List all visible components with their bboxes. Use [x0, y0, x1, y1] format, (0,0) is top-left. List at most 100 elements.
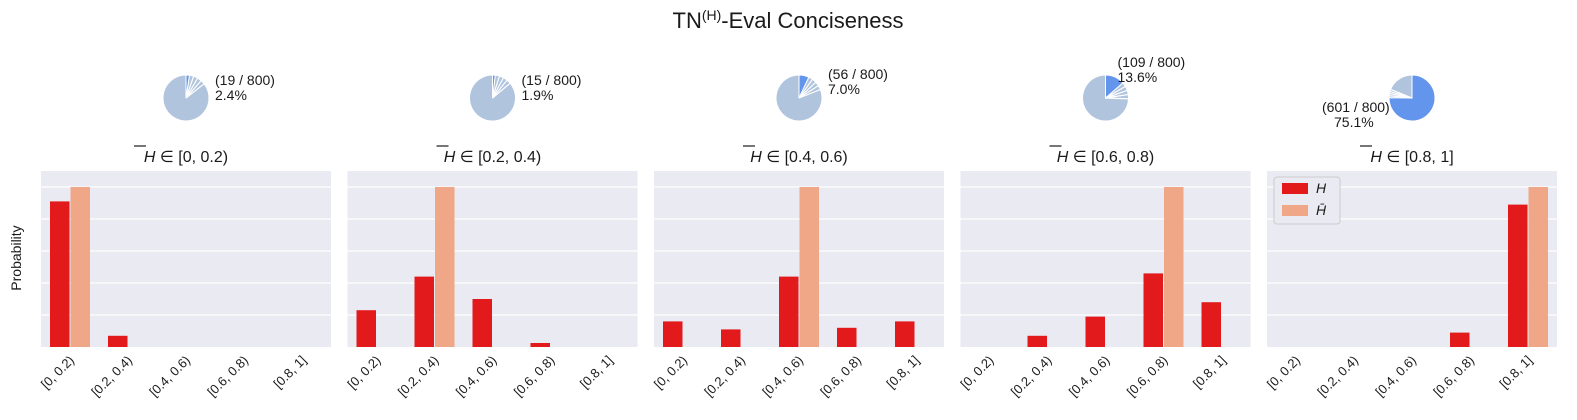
y-axis-label: Probability [8, 225, 24, 290]
pie-separator [1105, 89, 1129, 99]
panel-title-symbol: H [144, 149, 156, 166]
pie-slice-highlight [798, 74, 810, 99]
x-tick-label: [0.6, 0.8) [511, 353, 558, 400]
panel-title-symbol: H [1370, 149, 1382, 166]
bar-h-1 [663, 321, 683, 347]
pie-separator [185, 79, 203, 99]
bar-h-1 [356, 310, 376, 347]
legend-label: H [1316, 180, 1327, 196]
pie-percent-label: 75.1% [1334, 114, 1374, 130]
bar-h-2 [108, 335, 128, 347]
pie-count-label: (109 / 800) [1118, 54, 1186, 70]
figure-title: TN(H)-Eval Conciseness [673, 7, 904, 33]
panel-title-symbol: H [444, 149, 456, 166]
x-tick-label: [0.6, 0.8) [1124, 353, 1171, 400]
legend-label: H̄ [1316, 202, 1327, 218]
pie-slice-rest [1082, 74, 1129, 122]
x-tick-label: [0.2, 0.4) [701, 353, 748, 400]
x-tick-label: [0, 0.2) [957, 353, 996, 392]
pie-separator [798, 84, 820, 99]
x-tick-label: [0.2, 0.4) [1314, 353, 1361, 400]
pie-separator [798, 81, 817, 99]
x-tick-label: [0.2, 0.4) [395, 353, 442, 400]
panels: [0, 0.2) [0.2, 0.4) [0.4, 0.6) [0.6, 0.8) [0… [38, 54, 1557, 399]
pie-slice-highlight [1388, 74, 1436, 122]
panel-title-range: ∈ [0.2, 0.4) [455, 149, 541, 166]
x-tick-label: [0.4, 0.6) [146, 353, 193, 400]
x-tick-label: [0.8, 1] [577, 353, 616, 392]
panel-title-range: ∈ [0.8, 1] [1382, 149, 1454, 166]
panel-title-range: ∈ [0.4, 0.6) [762, 149, 848, 166]
legend-swatch [1282, 183, 1308, 194]
x-tick-label: [0, 0.2) [651, 353, 690, 392]
panel-title-symbol: H [1057, 149, 1069, 166]
bar-h-3 [472, 299, 492, 347]
bar-h-2 [414, 276, 434, 347]
bar-h-5 [1201, 302, 1221, 347]
x-tick-label: [0.4, 0.6) [453, 353, 500, 400]
x-tick-label: [0.4, 0.6) [1066, 353, 1113, 400]
x-tick-label: [0.8, 1] [1190, 353, 1229, 392]
bar-hbar-3 [799, 187, 819, 347]
pie-separator [491, 76, 505, 99]
x-tick-label: [0.4, 0.6) [1372, 353, 1419, 400]
pie-count-label: (15 / 800) [522, 72, 582, 88]
legend-swatch [1282, 205, 1308, 216]
panel-title: H ∈ [0.2, 0.4) [444, 149, 542, 166]
panel-2: [0, 0.2) [0.2, 0.4) [0.4, 0.6) [0.6, 0.8) [0… [344, 72, 638, 400]
panel-1: [0, 0.2) [0.2, 0.4) [0.4, 0.6) [0.6, 0.8) [0… [38, 72, 331, 399]
bar-h-5 [895, 321, 915, 347]
bar-hbar-2 [435, 187, 455, 347]
x-tick-label: [0.8, 1] [883, 353, 922, 392]
pie-separator [491, 74, 501, 99]
legend: H H̄ [1273, 176, 1341, 225]
bar-h-4 [1143, 273, 1163, 347]
pie-separator [798, 88, 822, 99]
pie-separator [185, 82, 206, 99]
pie-separator [185, 76, 199, 99]
x-tick-label: [0, 0.2) [38, 353, 77, 392]
pie-separator [798, 78, 814, 99]
x-tick-label: [0, 0.2) [1264, 353, 1303, 392]
pie-slice-highlight [185, 74, 191, 99]
bar-hbar-5 [1528, 187, 1548, 347]
bar-h-1 [50, 201, 70, 347]
panel-title-range: ∈ [0, 0.2) [155, 149, 228, 166]
pie-slice-highlight [492, 74, 496, 99]
x-tick-label: [0.6, 0.8) [204, 353, 251, 400]
bar-h-2 [1027, 335, 1047, 347]
pie-percent-label: 1.9% [522, 87, 554, 103]
panel-4: [0, 0.2) [0.2, 0.4) [0.4, 0.6) [0.6, 0.8) [0… [957, 54, 1251, 400]
bar-h-4 [837, 327, 857, 347]
x-tick-label: [0.4, 0.6) [759, 353, 806, 400]
bar-h-3 [1085, 316, 1105, 347]
x-tick-label: [0, 0.2) [344, 353, 383, 392]
pie-separator [1105, 93, 1130, 99]
pie-percent-label: 13.6% [1118, 69, 1158, 85]
bar-h-4 [530, 343, 550, 347]
panel-5: [0, 0.2) [0.2, 0.4) [0.4, 0.6) [0.6, 0.8) [0… [1264, 74, 1557, 400]
panel-title: H ∈ [0.6, 0.8) [1057, 149, 1155, 166]
panel-background [347, 171, 638, 347]
pie-count-label: (56 / 800) [828, 66, 888, 82]
pie-slice-highlight [1105, 74, 1124, 100]
bar-hbar-4 [1164, 187, 1184, 347]
panel-title: H ∈ [0, 0.2) [144, 149, 228, 166]
panel-title-symbol: H [750, 149, 762, 166]
x-tick-label: [0.6, 0.8) [817, 353, 864, 400]
x-tick-label: [0.2, 0.4) [1008, 353, 1055, 400]
x-tick-label: [0.8, 1] [270, 353, 309, 392]
panel-background [654, 171, 944, 347]
pie-percent-label: 7.0% [828, 81, 860, 97]
bar-h-4 [1450, 332, 1470, 347]
pie-separator [1105, 85, 1127, 99]
bar-hbar-1 [70, 187, 90, 347]
x-tick-label: [0.8, 1] [1496, 353, 1535, 392]
figure-title-rest: -Eval Conciseness [721, 8, 903, 33]
bar-h-3 [779, 276, 799, 347]
panel-title-range: ∈ [0.6, 0.8) [1068, 149, 1154, 166]
pie-separator [185, 75, 195, 99]
pie-separator [492, 82, 512, 99]
pie-separator [492, 79, 509, 99]
